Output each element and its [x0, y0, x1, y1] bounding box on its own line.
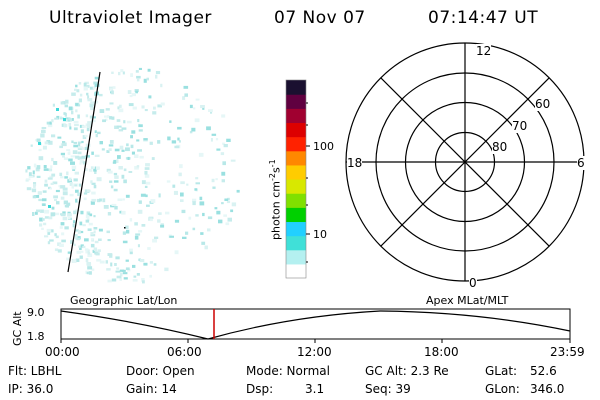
- mlt-label-0: 0: [469, 276, 477, 290]
- ytick-1-8: 1.8: [27, 330, 45, 343]
- colorbar-label-100: 100: [313, 140, 334, 153]
- status-glon-key: GLon:: [485, 382, 520, 396]
- colorbar-segment: [286, 221, 306, 237]
- status-seq: Seq: 39: [365, 382, 411, 396]
- colorbar-segment: [286, 122, 306, 138]
- colorbar-segment: [286, 108, 306, 124]
- polar-diagonal-2: [380, 77, 550, 247]
- mlat-label-60: 60: [535, 97, 551, 111]
- terminator-line: [67, 71, 101, 273]
- status-glon-value: 346.0: [530, 382, 565, 396]
- colorbar-segment: [286, 150, 306, 166]
- ytick-9: 9.0: [27, 306, 45, 319]
- xlabel-2359: 23:59: [550, 345, 585, 359]
- colorbar-segment: [286, 179, 306, 194]
- colorbar-segment: [286, 193, 306, 208]
- mlt-label-6: 6: [577, 156, 585, 170]
- colorbar-segment: [286, 94, 306, 109]
- xlabel-0600: 06:00: [167, 345, 202, 359]
- status-mode: Mode: Normal: [246, 364, 330, 378]
- colorbar-segment: [286, 207, 306, 223]
- mlt-label-18: 18: [347, 156, 363, 170]
- header-time: 07:14:47 UT: [428, 8, 539, 28]
- colorbar-label-10: 10: [313, 228, 327, 241]
- altitude-curve: [60, 310, 571, 340]
- colorbar-segment: [286, 249, 306, 265]
- colorbar-segment: [286, 80, 306, 95]
- app-title: Ultraviolet Imager: [49, 8, 212, 28]
- geographic-caption: Geographic Lat/Lon: [70, 294, 178, 307]
- colorbar-segment: [286, 263, 306, 279]
- status-filter: Flt: LBHL: [8, 364, 62, 378]
- colorbar-gradient: [286, 80, 306, 279]
- xlabel-1200: 12:00: [297, 345, 332, 359]
- colorbar-segment: [286, 235, 306, 251]
- status-dsp-key: Dsp:: [246, 382, 274, 396]
- status-glat-key: GLat:: [485, 364, 518, 378]
- apex-caption: Apex MLat/MLT: [426, 294, 509, 307]
- status-gc-alt: GC Alt: 2.3 Re: [365, 364, 449, 378]
- status-glat-value: 52.6: [530, 364, 557, 378]
- xlabel-1800: 18:00: [424, 345, 459, 359]
- status-dsp-value: 3.1: [305, 382, 325, 396]
- status-door: Door: Open: [126, 364, 195, 378]
- header-date: 07 Nov 07: [274, 8, 366, 28]
- mlat-label-80: 80: [492, 140, 508, 154]
- mlat-label-70: 70: [512, 119, 528, 133]
- status-ip: IP: 36.0: [8, 382, 54, 396]
- colorbar-segment: [286, 136, 306, 152]
- subsatellite-dot: [124, 227, 126, 229]
- colorbar-segment: [286, 164, 306, 180]
- mlt-label-12: 12: [476, 44, 492, 58]
- status-gain: Gain: 14: [126, 382, 177, 396]
- xlabel-0000: 00:00: [45, 345, 80, 359]
